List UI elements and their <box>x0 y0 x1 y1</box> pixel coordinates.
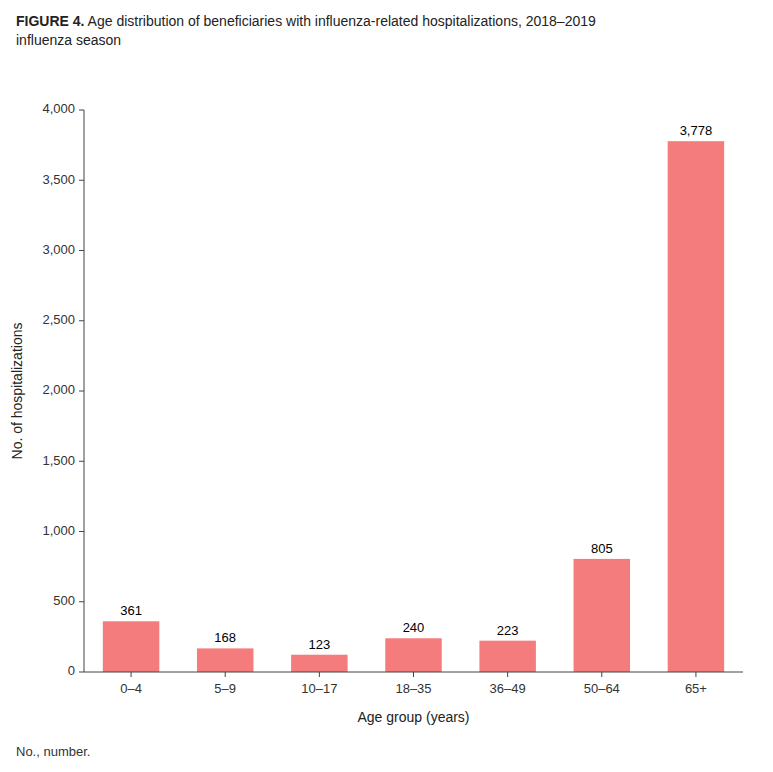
bar <box>103 621 159 672</box>
data-label: 3,778 <box>680 123 713 138</box>
y-tick <box>79 110 84 111</box>
x-tick <box>131 672 132 677</box>
y-tick-label: 2,500 <box>42 312 75 327</box>
y-tick <box>79 180 84 181</box>
y-tick <box>79 531 84 532</box>
data-label: 805 <box>591 541 613 556</box>
data-label: 361 <box>120 603 142 618</box>
y-tick <box>79 672 84 673</box>
y-tick-label: 2,000 <box>42 382 75 397</box>
y-tick-label: 0 <box>68 663 75 678</box>
x-tick-label: 50–64 <box>584 681 620 696</box>
y-tick-label: 1,500 <box>42 453 75 468</box>
y-tick <box>79 320 84 321</box>
data-label: 168 <box>214 630 236 645</box>
footnote: No., number. <box>16 744 90 759</box>
y-tick <box>79 250 84 251</box>
y-tick-label: 3,000 <box>42 242 75 257</box>
title: FIGURE 4. Age distribution of beneficiar… <box>16 13 596 48</box>
x-tick <box>695 672 696 677</box>
bar <box>574 559 630 672</box>
x-tick-label: 0–4 <box>120 681 142 696</box>
y-tick-label: 4,000 <box>42 101 75 116</box>
chart: FIGURE 4. Age distribution of beneficiar… <box>0 0 773 772</box>
x-tick-label: 65+ <box>685 681 707 696</box>
y-axis-label: No. of hospitalizations <box>9 323 25 460</box>
bar <box>197 648 253 672</box>
title-text: Age distribution of beneficiaries with i… <box>84 13 596 29</box>
title-text: influenza season <box>16 32 121 48</box>
bars <box>103 141 724 672</box>
data-label: 223 <box>497 623 519 638</box>
bar <box>291 655 347 672</box>
y-tick-label: 1,000 <box>42 523 75 538</box>
x-tick-label: 5–9 <box>214 681 236 696</box>
y-tick-label: 3,500 <box>42 172 75 187</box>
x-tick-label: 36–49 <box>490 681 526 696</box>
y-tick-label: 500 <box>53 593 75 608</box>
y-tick <box>79 461 84 462</box>
x-tick <box>225 672 226 677</box>
x-tick <box>413 672 414 677</box>
axes: 0 500 1,000 1,500 2,000 2,500 3,000 3,500 4,000 0… <box>42 101 743 696</box>
x-tick <box>319 672 320 677</box>
bar <box>668 141 724 672</box>
x-tick <box>601 672 602 677</box>
data-labels: 361 168 123 240 223 805 3,778 <box>120 123 712 652</box>
y-tick <box>79 601 84 602</box>
data-label: 123 <box>309 637 331 652</box>
y-tick <box>79 391 84 392</box>
bar <box>479 641 535 672</box>
x-tick <box>507 672 508 677</box>
bar <box>385 638 441 672</box>
x-tick-label: 10–17 <box>301 681 337 696</box>
x-axis-label: Age group (years) <box>357 709 469 725</box>
data-label: 240 <box>403 620 425 635</box>
title-bold: FIGURE 4. <box>16 13 84 29</box>
x-tick-label: 18–35 <box>395 681 431 696</box>
